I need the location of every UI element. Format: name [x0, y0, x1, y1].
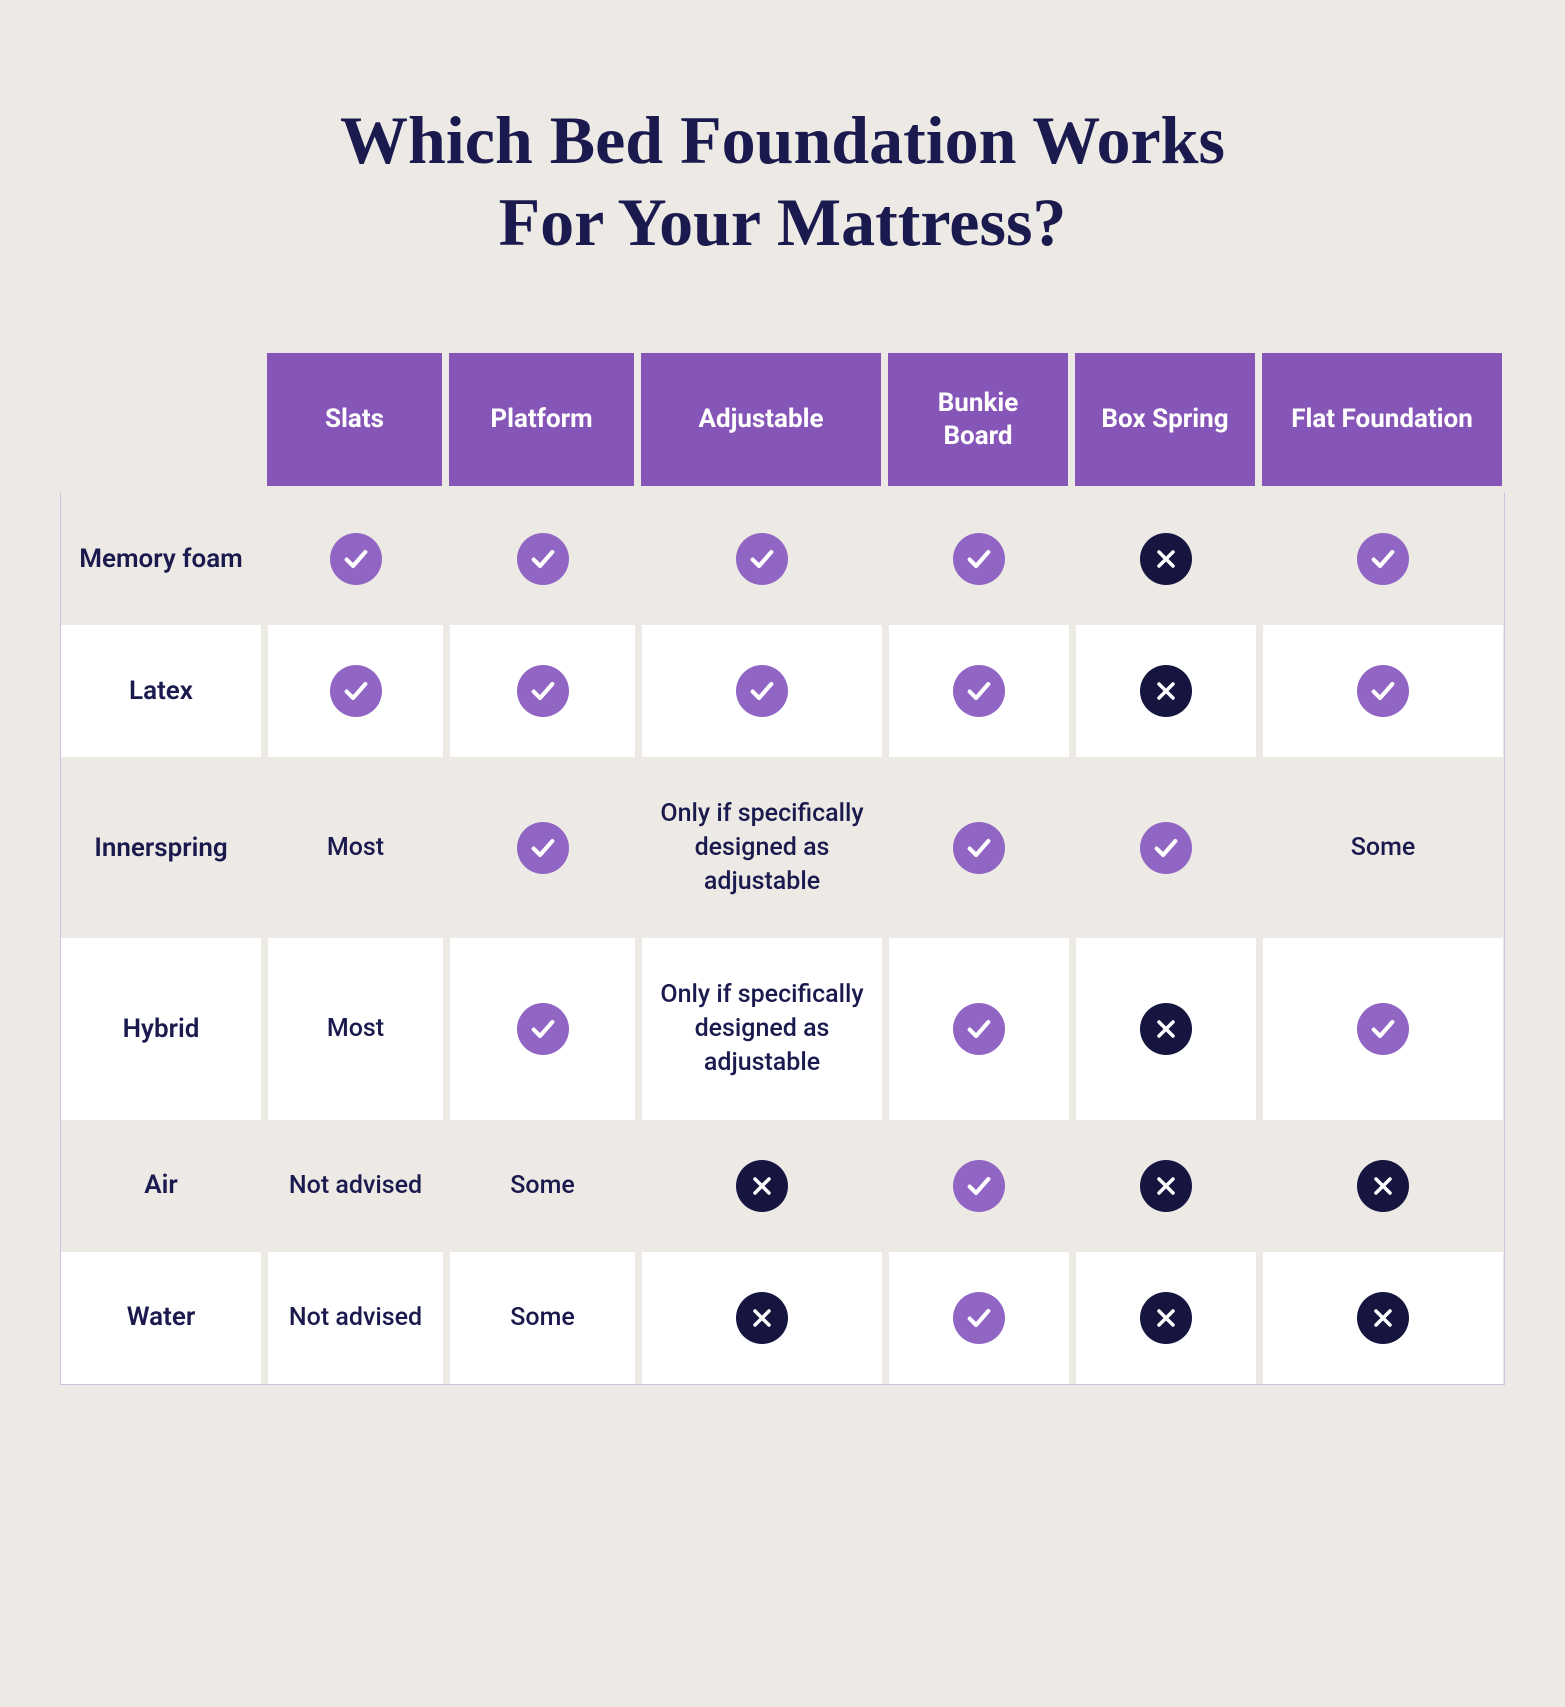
table-cell	[450, 625, 635, 757]
row-label: Innerspring	[61, 757, 261, 938]
table-cell	[1076, 625, 1256, 757]
check-icon	[953, 1292, 1005, 1344]
table-cell	[1076, 757, 1256, 938]
cross-icon	[1140, 1003, 1192, 1055]
row-label: Memory foam	[61, 493, 261, 625]
table-row: Latex	[61, 625, 1504, 757]
check-icon	[953, 1160, 1005, 1212]
cross-icon	[736, 1292, 788, 1344]
check-icon	[1357, 1003, 1409, 1055]
table-cell	[889, 1252, 1069, 1384]
check-icon	[330, 533, 382, 585]
column-header: Flat Foundation	[1262, 353, 1502, 486]
table-cell	[1076, 493, 1256, 625]
table-cell	[268, 625, 443, 757]
table-cell	[450, 493, 635, 625]
check-icon	[517, 533, 569, 585]
cross-icon	[1357, 1160, 1409, 1212]
table-row: Water Not advised Some	[61, 1252, 1504, 1384]
table-cell: Only if specifically designed as adjusta…	[642, 938, 882, 1119]
table-cell	[1263, 938, 1503, 1119]
cross-icon	[1357, 1292, 1409, 1344]
column-header: Box Spring	[1075, 353, 1255, 486]
row-label: Hybrid	[61, 938, 261, 1119]
cell-text: Most	[327, 831, 384, 865]
check-icon	[1357, 533, 1409, 585]
table-row: Memory foam	[61, 493, 1504, 625]
table-row: Hybrid Most Only if specifically designed …	[61, 938, 1504, 1119]
table-cell: Only if specifically designed as adjusta…	[642, 757, 882, 938]
table-cell	[889, 1120, 1069, 1252]
table-cell	[1263, 625, 1503, 757]
check-icon	[1357, 665, 1409, 717]
table-body: Memory foamLatexInnerspring Most Only if s…	[60, 493, 1505, 1385]
check-icon	[953, 533, 1005, 585]
table-cell: Some	[450, 1120, 635, 1252]
table-row: Innerspring Most Only if specifically desi…	[61, 757, 1504, 938]
table-cell	[889, 493, 1069, 625]
table-cell	[1263, 1252, 1503, 1384]
check-icon	[517, 665, 569, 717]
table-cell: Most	[268, 757, 443, 938]
table-cell: Most	[268, 938, 443, 1119]
table-cell	[1263, 1120, 1503, 1252]
column-header: Bunkie Board	[888, 353, 1068, 486]
cell-text: Some	[510, 1301, 575, 1335]
cell-text: Only if specifically designed as adjusta…	[660, 797, 864, 898]
table-cell	[1076, 1120, 1256, 1252]
header-corner	[60, 353, 260, 486]
cell-text: Most	[327, 1012, 384, 1046]
cross-icon	[1140, 1160, 1192, 1212]
column-header: Slats	[267, 353, 442, 486]
table-cell	[1076, 1252, 1256, 1384]
table-cell: Some	[1263, 757, 1503, 938]
title-line-2: For Your Mattress?	[499, 184, 1067, 260]
table-cell	[642, 493, 882, 625]
check-icon	[953, 822, 1005, 874]
table-cell: Not advised	[268, 1120, 443, 1252]
row-label: Latex	[61, 625, 261, 757]
cell-text: Not advised	[289, 1301, 422, 1335]
table-cell	[268, 493, 443, 625]
table-cell: Some	[450, 1252, 635, 1384]
check-icon	[1140, 822, 1192, 874]
check-icon	[953, 1003, 1005, 1055]
column-header: Platform	[449, 353, 634, 486]
table-cell	[1076, 938, 1256, 1119]
check-icon	[736, 665, 788, 717]
table-cell	[889, 625, 1069, 757]
table-row: Air Not advised Some	[61, 1120, 1504, 1252]
table-cell	[450, 757, 635, 938]
row-label: Water	[61, 1252, 261, 1384]
cross-icon	[736, 1160, 788, 1212]
check-icon	[330, 665, 382, 717]
table-cell	[889, 938, 1069, 1119]
check-icon	[517, 1003, 569, 1055]
column-header: Adjustable	[641, 353, 881, 486]
table-cell	[1263, 493, 1503, 625]
table-cell	[642, 1120, 882, 1252]
row-label: Air	[61, 1120, 261, 1252]
check-icon	[953, 665, 1005, 717]
cell-text: Not advised	[289, 1169, 422, 1203]
table-cell: Not advised	[268, 1252, 443, 1384]
cell-text: Only if specifically designed as adjusta…	[660, 978, 864, 1079]
table-cell	[450, 938, 635, 1119]
table-cell	[889, 757, 1069, 938]
cross-icon	[1140, 665, 1192, 717]
cross-icon	[1140, 1292, 1192, 1344]
cell-text: Some	[1351, 831, 1416, 865]
cell-text: Some	[510, 1169, 575, 1203]
check-icon	[517, 822, 569, 874]
table-cell	[642, 625, 882, 757]
title-line-1: Which Bed Foundation Works	[340, 102, 1225, 178]
table-cell	[642, 1252, 882, 1384]
check-icon	[736, 533, 788, 585]
table-header-row: SlatsPlatformAdjustableBunkie BoardBox S…	[60, 353, 1505, 486]
comparison-table: SlatsPlatformAdjustableBunkie BoardBox S…	[60, 353, 1505, 1385]
cross-icon	[1140, 533, 1192, 585]
page-title: Which Bed Foundation Works For Your Matt…	[60, 100, 1505, 263]
